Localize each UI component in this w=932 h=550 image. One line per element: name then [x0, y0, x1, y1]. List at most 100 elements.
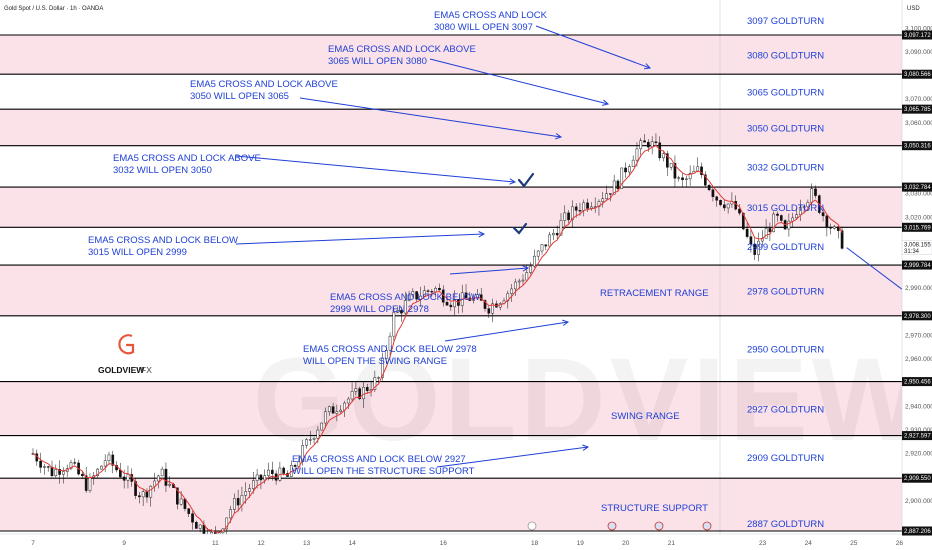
candle-body	[308, 439, 312, 441]
candle-body	[149, 485, 153, 498]
price-tick-label: 2,990.000	[905, 285, 932, 292]
goldturn-levels	[0, 34, 902, 532]
candle-body	[673, 163, 677, 179]
candle-body	[825, 215, 829, 228]
candle-body	[100, 465, 103, 470]
candle-body	[609, 193, 612, 195]
ema5-line	[32, 145, 843, 533]
candle-body	[555, 232, 559, 236]
candle-body	[764, 228, 768, 239]
candle-body	[696, 166, 700, 172]
candle-body	[176, 487, 179, 505]
annotation-text: 3050 WILL OPEN 3065	[190, 91, 289, 102]
candle-body	[81, 473, 84, 477]
candle-body	[126, 474, 130, 481]
candle-body	[525, 272, 529, 281]
goldturn-label: 3080 GOLDTURN	[747, 51, 824, 62]
annotation-group: EMA5 CROSS AND LOCK 3080 WILL OPEN 3097 …	[88, 10, 709, 514]
time-tick-label: 25	[850, 540, 858, 547]
candle-body	[612, 180, 616, 195]
candle-body	[605, 193, 608, 199]
candle-body	[464, 292, 468, 299]
candle-body	[407, 294, 411, 301]
candle-body	[400, 310, 403, 314]
price-tick-label: 2,930.000	[905, 427, 932, 434]
annotation-text: 3015 WILL OPEN 2999	[88, 247, 187, 258]
time-tick-label: 7	[31, 540, 35, 547]
candle-body	[251, 480, 255, 489]
time-axis[interactable]	[0, 534, 902, 550]
candle-body	[362, 387, 365, 400]
candle-body	[548, 234, 551, 247]
candle-body	[122, 476, 126, 481]
candle-body	[563, 212, 567, 221]
annotation-text: EMA5 CROSS AND LOCK BELOW 2927	[292, 454, 466, 465]
annotation-text: WILL OPEN THE STRUCTURE SUPPORT	[292, 466, 475, 477]
candle-body	[69, 462, 73, 469]
goldturn-label: 3097 GOLDTURN	[747, 16, 824, 27]
time-tick-label: 21	[668, 540, 676, 547]
candle-body	[354, 388, 358, 392]
level-price-tag: 3,032.784	[904, 185, 931, 191]
level-price-tag-bg	[902, 431, 932, 441]
candle-body	[168, 484, 172, 486]
price-axis[interactable]	[902, 0, 932, 550]
candle-body	[521, 279, 525, 282]
candle-body	[741, 212, 745, 230]
watermark-text: GOLDVIEW	[253, 334, 927, 466]
candle-body	[153, 480, 156, 487]
candle-body	[829, 227, 833, 229]
annotation-arrow	[235, 155, 516, 183]
candle-body	[491, 303, 494, 314]
logo-name: GOLDVIEW	[98, 365, 145, 375]
candle-body	[58, 468, 61, 475]
candle-body	[229, 509, 232, 519]
candle-body	[312, 438, 316, 440]
candle-body	[757, 240, 760, 255]
candle-body	[540, 244, 544, 252]
candle-body	[62, 471, 65, 475]
candle-body	[377, 377, 380, 379]
candle-body	[666, 153, 669, 168]
annotation-text: EMA5 CROSS AND LOCK BELOW 2978	[303, 344, 477, 355]
candle-body	[616, 180, 620, 189]
level-price-tag-bg	[902, 69, 932, 79]
annotation-text: 3065 WILL OPEN 3080	[328, 56, 427, 67]
price-tick-label: 2,900.000	[905, 498, 932, 505]
candle-body	[704, 174, 707, 186]
candle-body	[821, 212, 825, 217]
candle-body	[722, 204, 726, 209]
candle-body	[270, 469, 274, 475]
time-tick-label: 14	[349, 540, 357, 547]
candle-body	[753, 244, 757, 255]
goldturn-band	[0, 109, 902, 146]
candle-body	[536, 250, 540, 257]
candle-body	[88, 477, 92, 491]
candle-body	[738, 208, 741, 214]
candle-body	[506, 293, 510, 302]
candle-body	[244, 491, 248, 496]
annotation-text: 2999 WILL OPEN 2978	[330, 304, 429, 315]
candle-body	[358, 388, 361, 400]
candle-body	[179, 498, 183, 505]
candle-body	[571, 206, 574, 221]
price-tick-label: 2,960.000	[905, 356, 932, 363]
candle-body	[647, 141, 650, 148]
level-price-tag-bg	[902, 141, 932, 151]
candle-body	[411, 291, 415, 296]
logo-suffix: FX	[141, 365, 152, 375]
candle-body	[654, 141, 658, 143]
candle-body	[232, 498, 236, 510]
time-tick-label: 18	[531, 540, 539, 547]
event-icons	[527, 521, 712, 531]
candle-body	[415, 291, 418, 300]
current-price-countdown: 31:34	[904, 249, 920, 255]
price-tick-label: 2,940.000	[905, 403, 932, 410]
candle-body	[107, 454, 111, 461]
time-tick-label: 19	[577, 540, 585, 547]
retracement-arrow	[846, 247, 909, 295]
candle-body	[795, 214, 798, 219]
chart-title: Gold Spot / U.S. Dollar · 1h · OANDA	[4, 6, 103, 12]
candle-body	[419, 295, 422, 300]
time-tick-label: 9	[122, 540, 126, 547]
